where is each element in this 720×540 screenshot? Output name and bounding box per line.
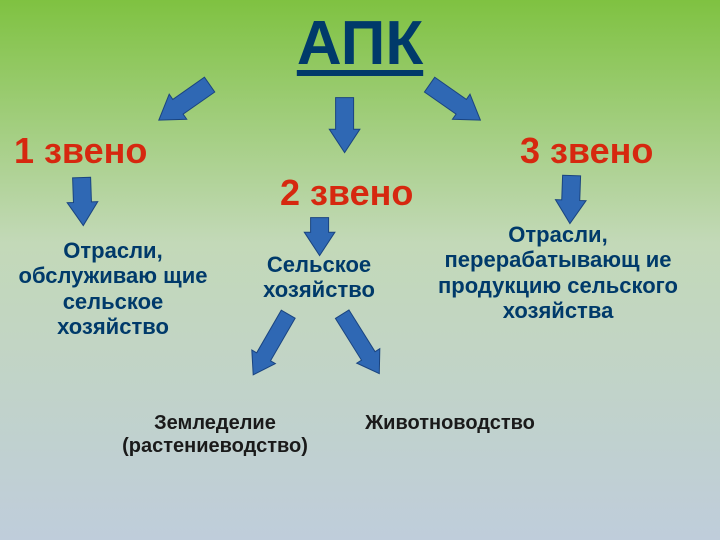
arrow-a-l1 [3,99,160,256]
arrow-a-l3 [493,97,650,254]
sublabel-2: Животноводство [340,412,560,435]
sublabel-1: Земледелие (растениеводство) [100,412,330,458]
arrow-a-s2 [245,217,439,411]
